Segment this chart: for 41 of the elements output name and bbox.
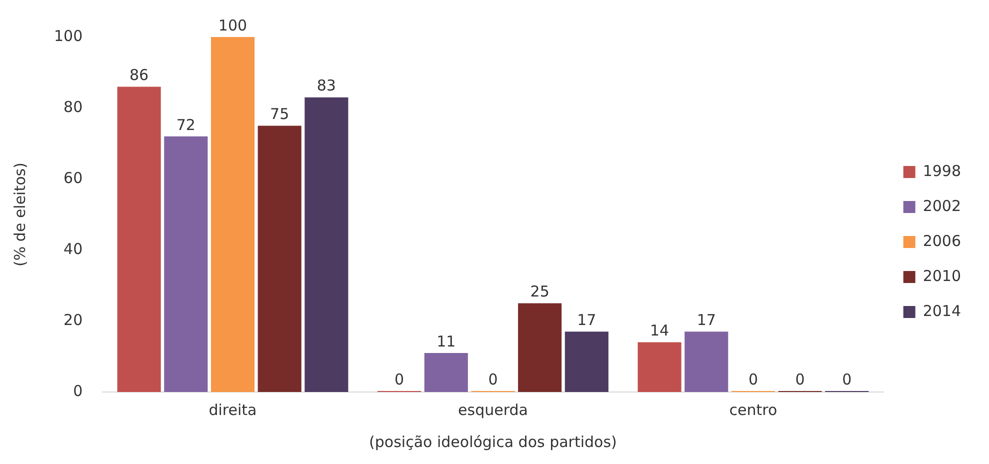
bar <box>518 303 562 392</box>
data-label: 0 <box>795 370 805 388</box>
data-label: 14 <box>650 322 670 340</box>
data-label: 25 <box>530 282 550 301</box>
legend-label: 2002 <box>922 196 962 215</box>
data-label: 83 <box>316 76 336 95</box>
y-tick-label: 40 <box>64 240 83 258</box>
bar <box>258 126 302 392</box>
data-label: 72 <box>176 116 196 134</box>
bar <box>564 332 608 392</box>
x-tick-label: esquerda <box>458 400 528 419</box>
bar <box>684 332 728 392</box>
y-tick-label: 60 <box>64 168 83 187</box>
bar <box>117 86 161 392</box>
y-tick-label: 80 <box>64 98 83 116</box>
data-label: 0 <box>394 370 404 388</box>
bar <box>638 342 682 392</box>
data-label: 86 <box>130 66 149 84</box>
legend-label: 2014 <box>922 302 962 320</box>
y-axis-title: (% de eleitos) <box>10 162 29 266</box>
bar <box>304 97 348 392</box>
y-tick-label: 100 <box>54 26 83 45</box>
bar <box>210 37 255 392</box>
data-label: 0 <box>842 370 852 388</box>
data-label: 17 <box>577 311 596 330</box>
y-tick-label: 0 <box>73 382 83 400</box>
x-tick-label: direita <box>208 400 257 419</box>
legend-label: 2006 <box>922 232 962 250</box>
x-axis-title: (posição ideológica dos partidos) <box>369 432 617 451</box>
data-label: 0 <box>748 370 758 388</box>
bar <box>164 136 208 392</box>
bar <box>424 352 468 392</box>
data-label: 75 <box>270 105 290 124</box>
legend-label: 1998 <box>922 162 962 180</box>
y-tick-label: 20 <box>64 310 83 329</box>
data-label: 17 <box>696 311 716 330</box>
data-label: 100 <box>218 16 248 34</box>
x-tick-label: centro <box>729 400 778 419</box>
legend-label: 2010 <box>922 266 962 285</box>
data-label: 0 <box>488 370 498 388</box>
data-label: 11 <box>436 332 456 350</box>
